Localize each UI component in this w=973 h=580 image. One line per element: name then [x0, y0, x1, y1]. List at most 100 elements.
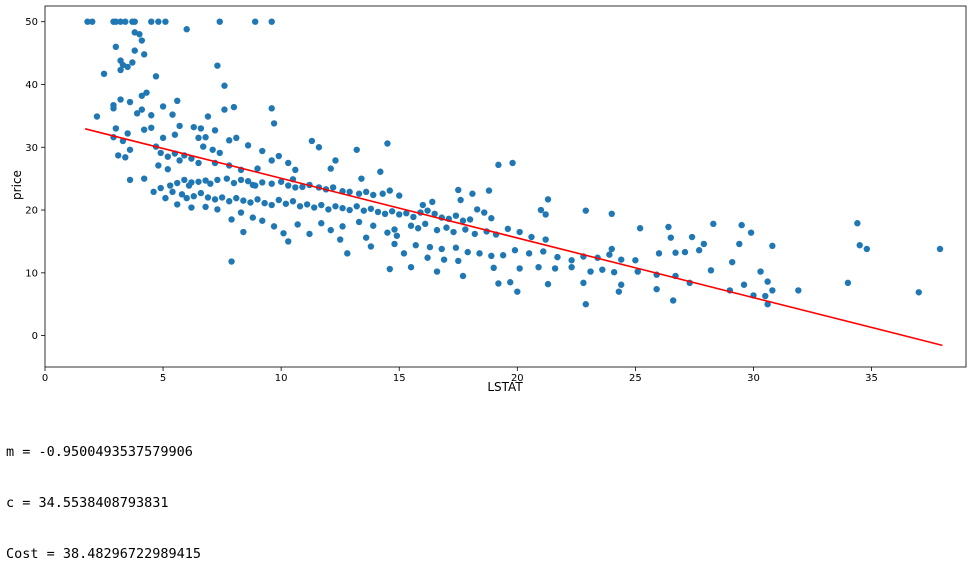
data-point — [414, 225, 422, 232]
data-point — [528, 233, 535, 241]
data-point — [551, 265, 559, 272]
data-point — [747, 229, 755, 236]
data-point — [495, 280, 502, 287]
data-point — [268, 180, 275, 187]
data-point — [221, 82, 228, 89]
data-point — [126, 146, 134, 153]
data-point — [155, 162, 162, 169]
data-point — [509, 159, 516, 167]
data-point — [84, 18, 91, 25]
data-point — [473, 206, 481, 213]
data-point — [738, 221, 745, 229]
data-point — [296, 203, 304, 210]
data-point — [216, 149, 223, 157]
data-point — [249, 214, 257, 221]
data-point — [226, 198, 233, 205]
data-point — [762, 292, 769, 300]
data-point — [157, 184, 164, 192]
data-point — [202, 203, 209, 211]
data-point — [275, 152, 282, 160]
data-point — [915, 289, 922, 296]
data-point — [795, 287, 802, 294]
data-point — [202, 177, 209, 184]
y-tick-label: 10 — [25, 268, 38, 279]
data-point — [268, 157, 275, 164]
data-point — [285, 182, 292, 189]
data-point — [185, 182, 193, 189]
data-point — [280, 230, 287, 237]
data-point — [240, 197, 247, 204]
data-point — [710, 220, 717, 228]
data-point — [181, 176, 188, 184]
data-point — [275, 196, 282, 204]
data-point — [124, 63, 131, 71]
data-point — [112, 18, 120, 25]
data-point — [131, 47, 138, 54]
data-point — [233, 194, 240, 202]
data-point — [214, 206, 221, 213]
data-point — [488, 215, 495, 222]
data-point — [736, 240, 743, 248]
data-point — [844, 279, 852, 287]
data-point — [174, 179, 181, 187]
data-point — [138, 37, 146, 44]
data-point — [292, 166, 299, 174]
data-point — [431, 210, 438, 218]
data-point — [117, 18, 124, 25]
data-point — [412, 242, 419, 249]
x-tick-label: 5 — [160, 373, 166, 384]
data-point — [112, 125, 120, 132]
data-point — [247, 199, 254, 206]
data-point — [207, 180, 214, 187]
data-point — [138, 92, 146, 99]
data-point — [618, 281, 625, 288]
data-point — [169, 188, 176, 196]
data-point — [204, 194, 212, 201]
data-point — [443, 224, 450, 231]
data-point — [582, 301, 589, 308]
data-point — [459, 272, 467, 280]
data-point — [672, 249, 679, 256]
data-point — [332, 203, 339, 210]
slope-output: m = -0.9500493537579906 — [6, 444, 193, 460]
data-point — [261, 199, 268, 207]
data-point — [433, 226, 441, 234]
data-point — [608, 210, 615, 218]
data-point — [764, 278, 771, 285]
data-point — [542, 236, 549, 243]
data-point — [329, 184, 337, 191]
data-point — [282, 200, 290, 207]
data-point — [464, 248, 471, 256]
data-point — [136, 31, 143, 38]
x-tick-label: 0 — [42, 373, 48, 384]
data-point — [360, 207, 368, 214]
data-point — [863, 245, 871, 253]
data-point — [438, 245, 445, 253]
data-point — [476, 250, 483, 257]
data-point — [254, 165, 261, 172]
data-point — [396, 211, 403, 218]
data-point — [162, 18, 169, 25]
data-point — [218, 194, 226, 201]
data-point — [422, 220, 429, 228]
data-point — [169, 111, 176, 118]
data-point — [202, 134, 209, 141]
data-point — [164, 153, 171, 160]
data-point — [143, 89, 150, 96]
data-point — [403, 209, 410, 217]
data-point — [381, 210, 389, 218]
data-point — [233, 134, 240, 142]
data-point — [240, 228, 247, 236]
data-point — [455, 186, 462, 194]
data-point — [488, 252, 495, 260]
data-point — [462, 226, 469, 233]
data-point — [615, 288, 623, 295]
data-point — [452, 212, 460, 219]
data-point — [159, 103, 167, 110]
y-axis-label: price — [10, 170, 24, 200]
data-point — [346, 188, 353, 196]
data-point — [214, 62, 221, 69]
data-point — [544, 196, 552, 203]
data-point — [197, 189, 205, 197]
data-point — [540, 248, 547, 255]
